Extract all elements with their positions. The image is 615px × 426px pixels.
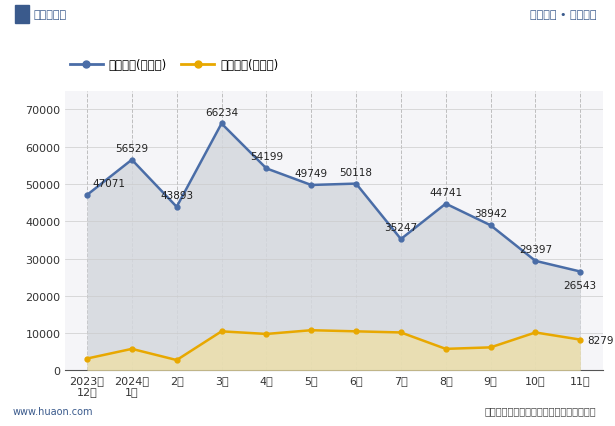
- Text: 56529: 56529: [115, 144, 148, 153]
- Text: 66234: 66234: [205, 107, 238, 117]
- Text: 43893: 43893: [160, 190, 193, 200]
- Text: 8279: 8279: [587, 335, 614, 345]
- Text: 44741: 44741: [429, 187, 462, 197]
- Legend: 出口总额(万美元), 进口总额(万美元): 出口总额(万美元), 进口总额(万美元): [65, 54, 283, 77]
- Text: 54199: 54199: [250, 152, 283, 162]
- Text: 29397: 29397: [519, 245, 552, 254]
- Bar: [15, 6, 29, 24]
- Text: 35247: 35247: [384, 222, 418, 233]
- Text: 49749: 49749: [295, 169, 328, 178]
- Text: 47071: 47071: [92, 178, 125, 189]
- Text: 50118: 50118: [339, 167, 373, 177]
- Text: 专业严谨 • 客观科学: 专业严谨 • 客观科学: [530, 10, 597, 20]
- Text: 2023-2024年上饶市商品收发货人所在地进、出口额: 2023-2024年上饶市商品收发货人所在地进、出口额: [143, 46, 472, 65]
- Text: 华经情报网: 华经情报网: [34, 10, 67, 20]
- Text: www.huaon.com: www.huaon.com: [12, 406, 93, 416]
- Text: 38942: 38942: [474, 209, 507, 219]
- Text: 26543: 26543: [564, 280, 597, 290]
- Text: 数据来源：中国海关，华经产业研究院整理: 数据来源：中国海关，华经产业研究院整理: [485, 406, 597, 416]
